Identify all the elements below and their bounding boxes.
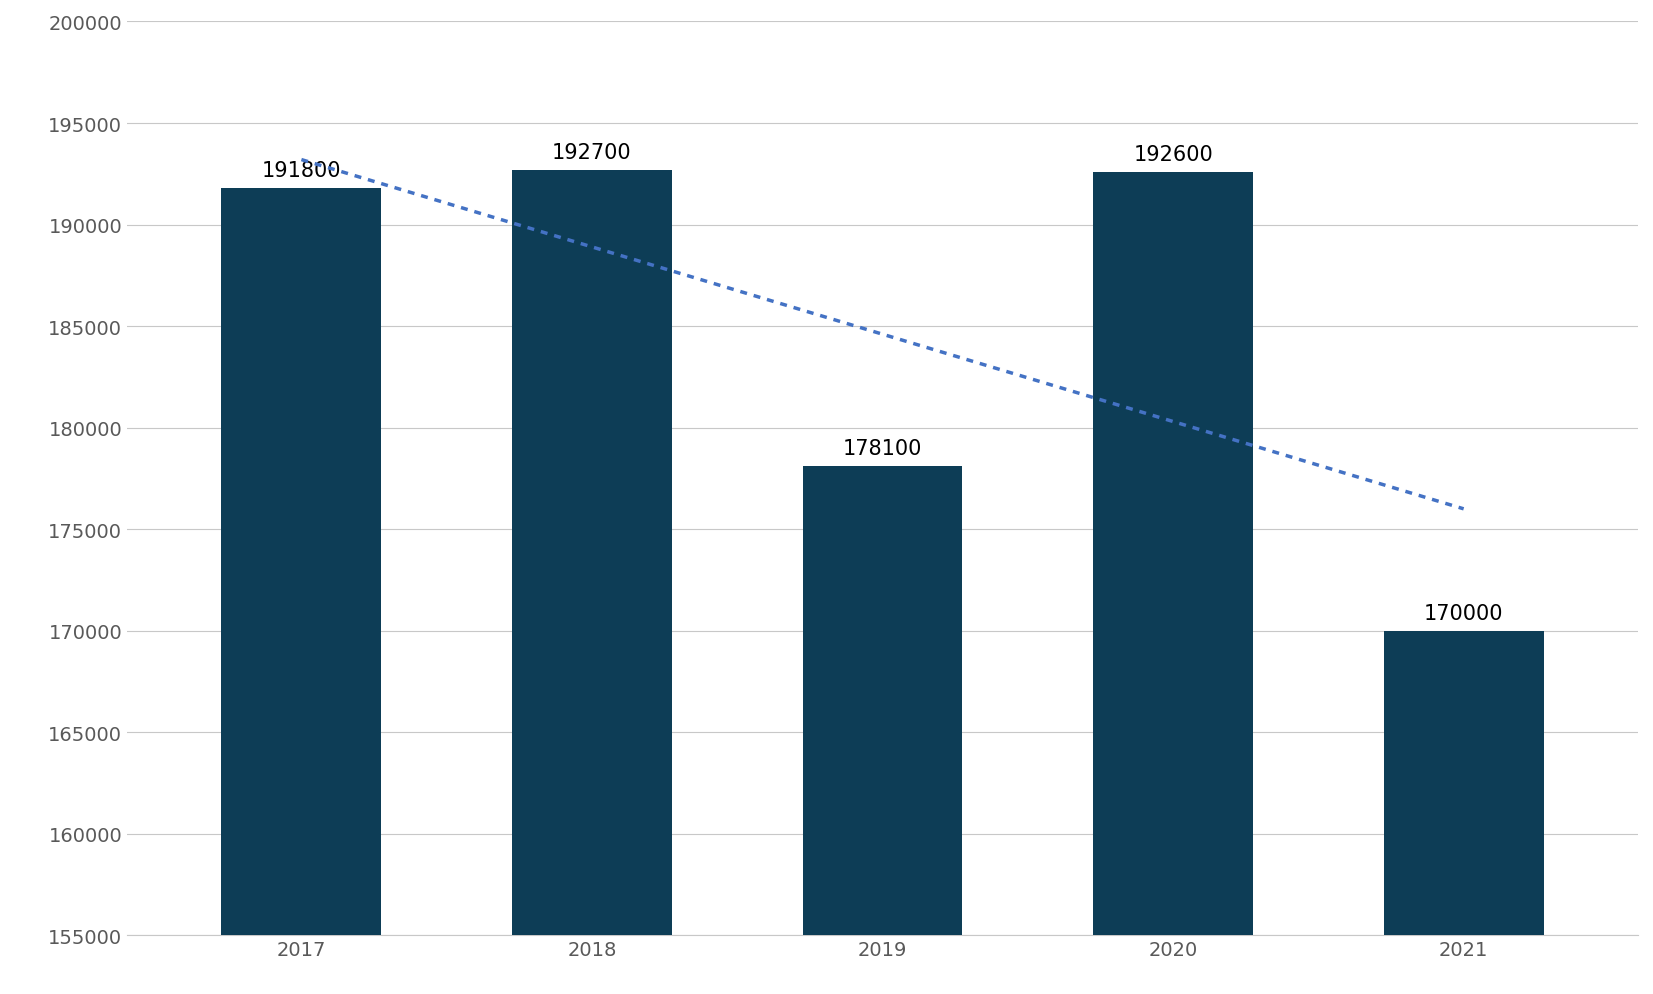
Bar: [512, 171, 671, 994]
Text: 191800: 191800: [261, 161, 341, 181]
Text: 192700: 192700: [552, 142, 631, 162]
Bar: [803, 467, 962, 994]
Text: 192600: 192600: [1134, 144, 1213, 164]
Bar: [222, 189, 382, 994]
Bar: [1093, 173, 1253, 994]
Bar: [1384, 631, 1544, 994]
Text: 178100: 178100: [843, 438, 922, 458]
Text: 170000: 170000: [1423, 603, 1504, 623]
